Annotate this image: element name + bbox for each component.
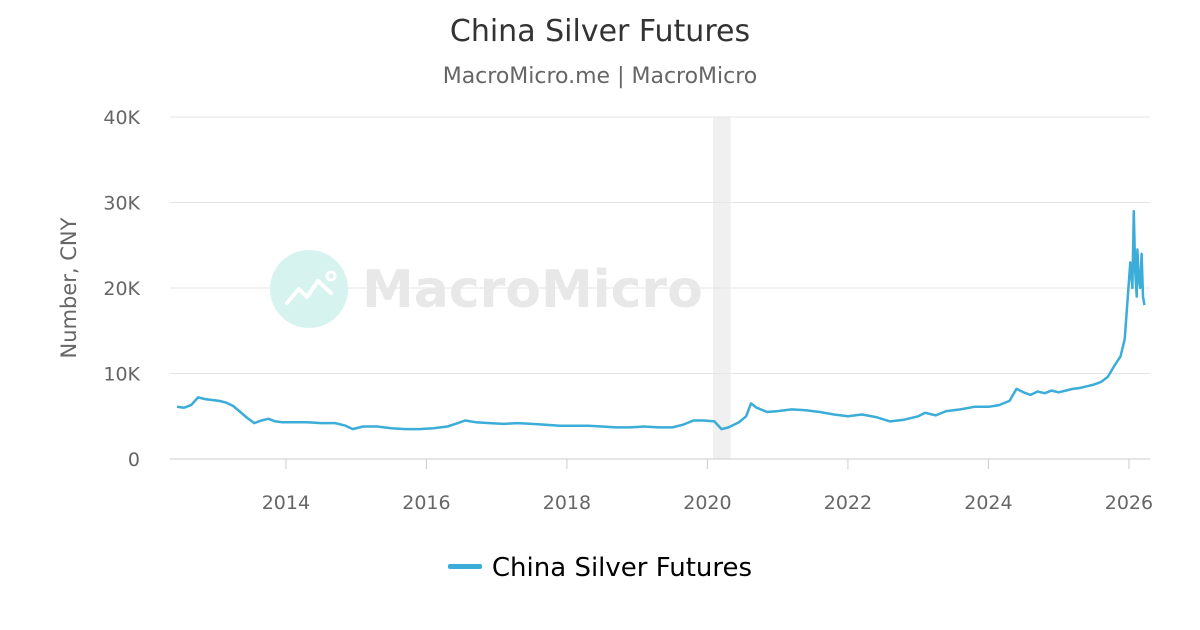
x-tick-label: 2014 [262, 492, 310, 514]
y-tick-label: 30K [103, 193, 140, 215]
y-axis-label: Number, CNY [57, 217, 81, 358]
y-tick-label: 20K [103, 278, 140, 300]
x-tick-label: 2022 [824, 492, 872, 514]
macromicro-logo-icon [270, 250, 348, 328]
x-tick-label: 2024 [964, 492, 1012, 514]
watermark-text: MacroMicro [362, 260, 703, 320]
legend-label: China Silver Futures [491, 553, 753, 583]
axes: 0 10K 20K 30K 40K 2014 2016 2018 2020 2022 2024 202… [103, 107, 1153, 514]
chart-subtitle: MacroMicro.me | MacroMicro [442, 64, 758, 89]
logo-line-icon [285, 279, 333, 305]
y-tick-label: 10K [103, 364, 140, 386]
logo-dot-icon [325, 270, 337, 282]
legend[interactable]: China Silver Futures [0, 553, 1200, 583]
chart-title: China Silver Futures [449, 14, 751, 49]
grid-lines [170, 116, 1150, 374]
y-tick-label: 40K [103, 107, 140, 129]
x-tick-label: 2016 [402, 492, 450, 514]
series-line[interactable] [176, 209, 1146, 431]
x-tick-label: 2020 [683, 492, 731, 514]
x-tick-label: 2026 [1105, 492, 1153, 514]
y-tick-label: 0 [128, 449, 140, 471]
x-tick-label: 2018 [543, 492, 591, 514]
legend-swatch [447, 564, 482, 569]
series-layer [176, 209, 1146, 431]
watermark: MacroMicro [270, 250, 703, 328]
